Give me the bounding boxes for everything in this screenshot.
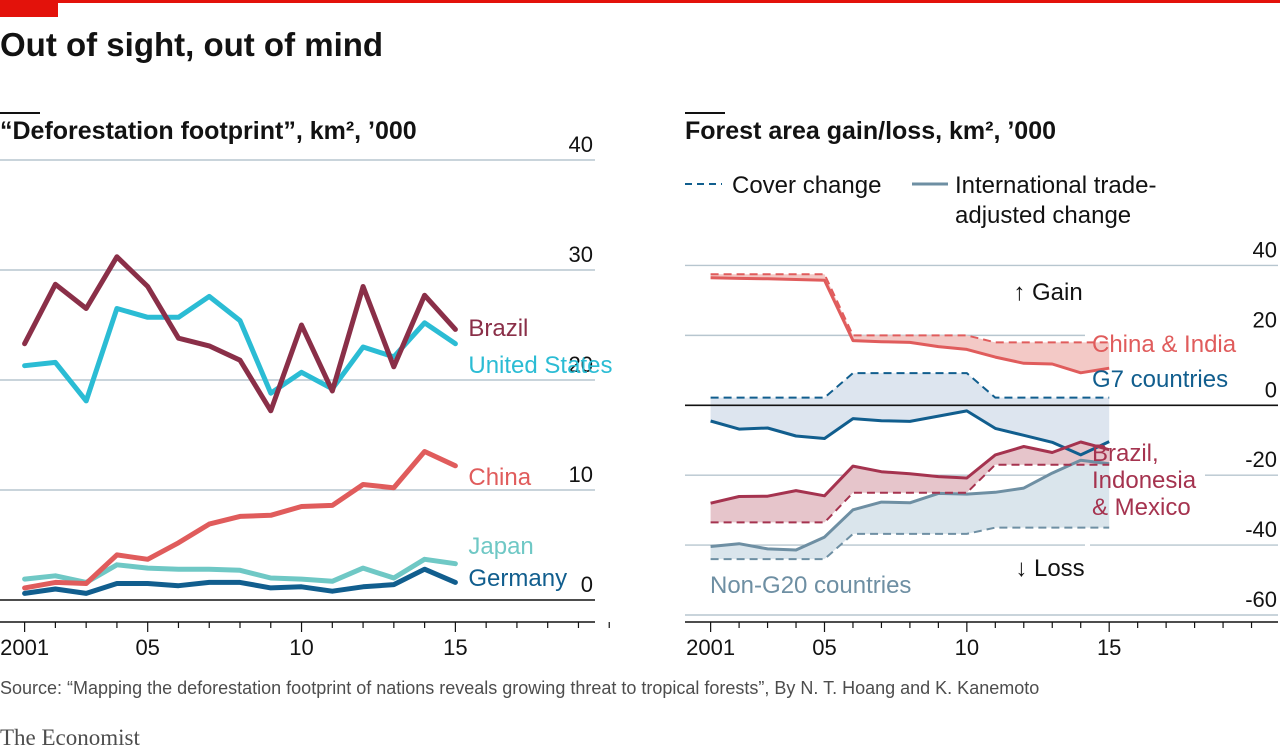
band-brazil-indonesia-mexico [710,442,1110,523]
band-non-g20-countries [710,460,1110,560]
series-line-brazil [22,254,458,414]
x-tick-label: 05 [812,635,836,660]
right-chart-rule [685,112,725,114]
y-tick-label: 40 [1253,237,1277,262]
y-tick-label: 0 [581,572,593,597]
y-tick-label: 40 [569,132,593,157]
series-label-japan: Japan [468,533,533,560]
series-label-china: China [468,464,531,491]
deforestation-footprint-chart: 0 10 20 30 40 2001 05 10 15 Brazil United States Ch… [0,132,612,660]
cover-line-china-india [710,273,1110,344]
y-tick-label: 10 [569,462,593,487]
annotation-loss: ↓ Loss [1015,555,1084,582]
series-label-brazil: Brazil [468,315,528,342]
source-note: Source: “Mapping the deforestation footp… [0,678,1040,698]
series-line-germany [22,566,458,596]
legend-label-cover-change: Cover change [732,172,881,199]
x-tick-label: 10 [289,635,313,660]
y-tick-label: 20 [569,352,593,377]
y-tick-label: 30 [569,242,593,267]
series-label-non-g20-countries: Non-G20 countries [710,572,911,599]
series-label-g7-countries: G7 countries [1092,366,1228,393]
y-tick-label: 20 [1253,307,1277,332]
series-line-china [22,449,458,591]
forest-area-gain-loss-chart: Cover change International trade-adjusted… [685,172,1278,660]
trade-line-g7-countries [710,409,1110,457]
brand-red-tab [0,0,58,17]
trade-line-brazil-indonesia-mexico [710,440,1110,505]
cover-line-brazil-indonesia-mexico [710,463,1110,524]
left-chart-rule [0,112,40,114]
series-label-germany: Germany [468,565,567,592]
x-tick-label: 05 [135,635,159,660]
series-label-china-india: China & India [1092,331,1237,358]
right-chart-title: Forest area gain/loss, km², ’000 [685,117,1056,145]
y-tick-label: -40 [1245,517,1277,542]
series-label-mexico: & Mexico [1092,494,1191,521]
brand-top-rule [0,0,1280,3]
legend-label-trade-adjusted-1: International trade- [955,172,1156,199]
series-line-united-states [22,293,458,404]
trade-line-china-india [710,276,1110,375]
left-chart-title: “Deforestation footprint”, km², ’000 [0,117,417,145]
x-tick-label: 10 [955,635,979,660]
x-tick-label: 15 [443,635,467,660]
cover-line-g7-countries [710,372,1110,399]
annotation-gain: ↑ Gain [1013,279,1082,306]
y-tick-label: 0 [1265,377,1277,402]
y-tick-label: -60 [1245,587,1277,612]
band-g7-countries [710,373,1110,455]
y-tick-label: -20 [1245,447,1277,472]
x-tick-label: 2001 [686,635,735,660]
series-label-indonesia: Indonesia [1092,467,1197,494]
cover-line-non-g20-countries [710,526,1110,561]
series-label-united-states: United States [468,352,612,379]
x-tick-label: 15 [1097,635,1121,660]
band-china-india [710,274,1110,373]
page-title: Out of sight, out of mind [0,26,384,63]
economist-logo-text: The Economist [0,725,140,750]
trade-line-non-g20-countries [710,458,1110,552]
legend-label-trade-adjusted-2: adjusted change [955,202,1131,229]
series-label-brazil: Brazil, [1092,440,1159,467]
x-tick-label: 2001 [0,635,49,660]
